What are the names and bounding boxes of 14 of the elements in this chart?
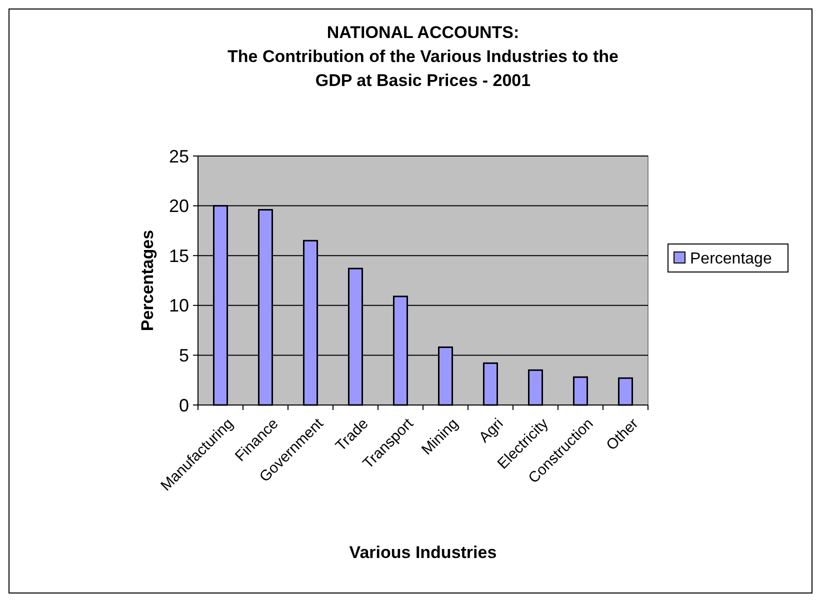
y-tick-label: 5 [178,346,189,366]
bar [528,369,543,406]
bar [573,376,588,406]
bar [618,377,633,406]
x-axis-title: Various Industries [349,543,497,562]
bar [483,362,498,406]
y-axis-title: Percentages [138,230,157,332]
y-tick-label: 15 [168,246,189,266]
y-tick-label: 25 [168,146,189,166]
y-tick-label: 0 [178,395,189,416]
chart-title: NATIONAL ACCOUNTS: The Contribution of the Various Industries to the GDP at Basic Prices - 2001 [228,23,618,90]
y-tick-label: 20 [168,196,189,216]
legend-label: Percentage [690,250,772,268]
y-tick-label: 10 [168,296,189,316]
